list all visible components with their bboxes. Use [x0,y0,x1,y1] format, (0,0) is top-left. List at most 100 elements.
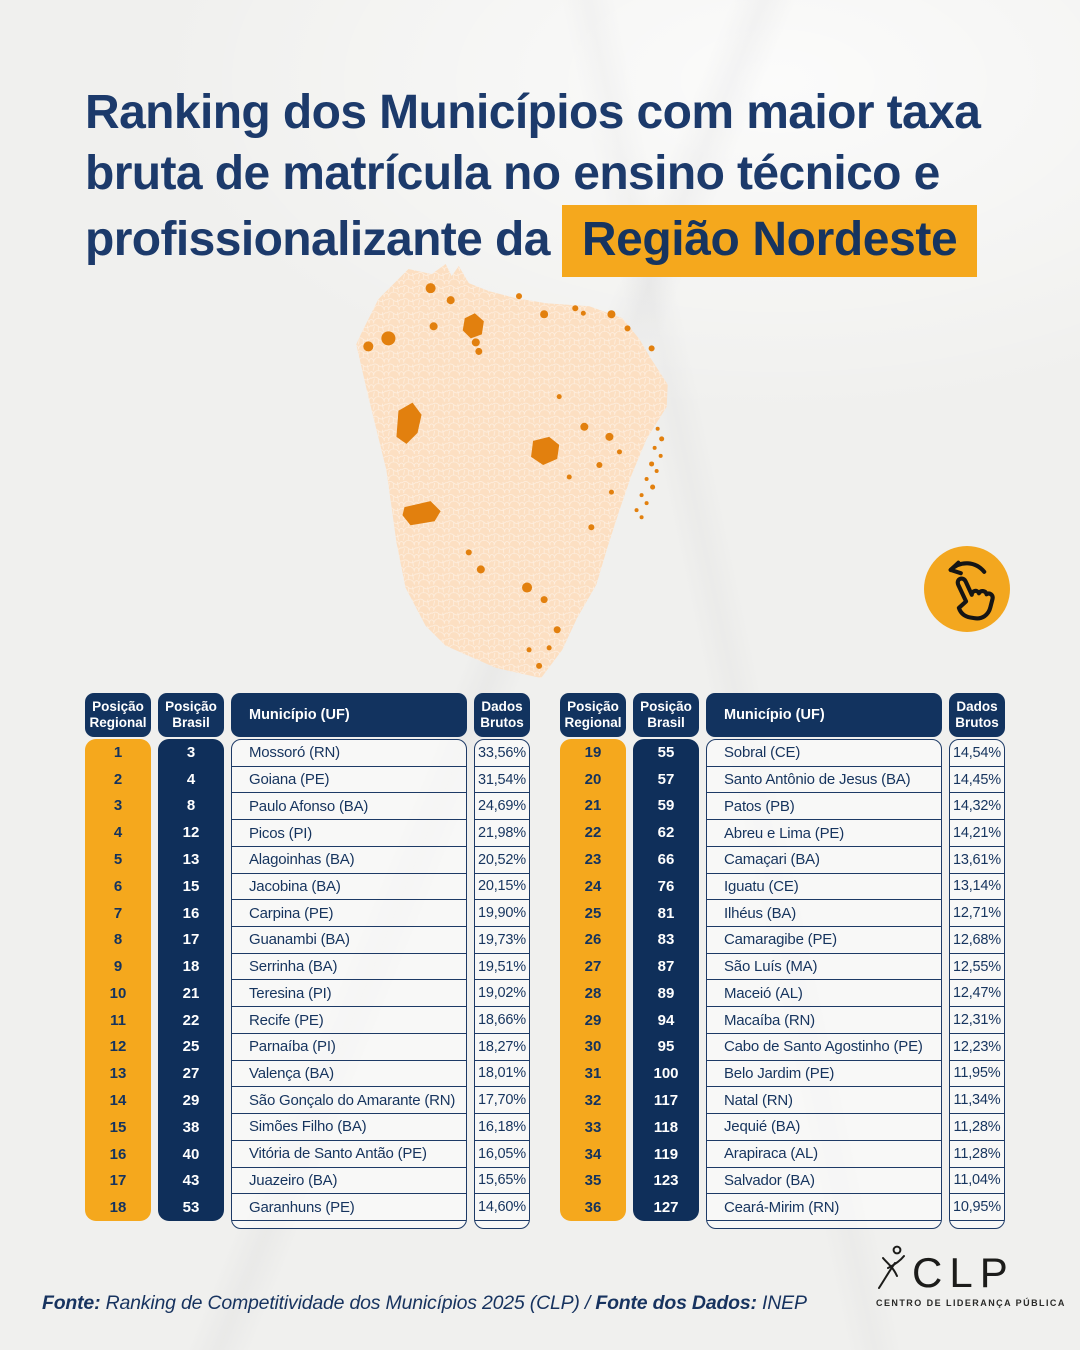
cell-pb: 40 [182,1145,200,1163]
cell-pr: 8 [113,931,123,949]
cell-mun: Cabo de Santo Agostinho (PE) [707,1034,941,1061]
cell-pb: 29 [182,1092,200,1110]
cell-pr: 13 [109,1065,127,1083]
cell-mun: Salvador (BA) [707,1168,941,1195]
cell-val: 18,27% [475,1034,529,1061]
cell-pr: 32 [584,1092,602,1110]
cell-pr: 24 [584,877,602,895]
cell-pr: 5 [113,851,123,869]
cell-val: 12,31% [950,1007,1004,1034]
cell-pr: 26 [584,931,602,949]
clp-figure-icon [878,1245,905,1289]
cell-val: 12,47% [950,980,1004,1008]
cell-mun: Santo Antônio de Jesus (BA) [707,767,941,794]
cell-mun: São Gonçalo do Amarante (RN) [232,1087,466,1115]
cell-pr: 16 [109,1145,127,1163]
cell-val: 11,34% [950,1087,1004,1115]
cell-pr: 2 [113,770,123,788]
cell-mun: Juazeiro (BA) [232,1168,466,1195]
ranking-table-left: Posição Regional 1 2 3 4 5 6 7 8 9 10 11 12 13 14 15 16… [85,693,530,1229]
cell-mun: Macaíba (RN) [707,1007,941,1034]
cell-mun: Belo Jardim (PE) [707,1061,941,1088]
cell-pr: 30 [584,1038,602,1056]
column-header-posicao-regional: Posição Regional [560,693,626,737]
cell-val: 14,32% [950,793,1004,821]
cell-mun: Camaragibe (PE) [707,927,941,954]
cell-pb: 3 [186,743,196,761]
cell-mun: Jequié (BA) [707,1114,941,1141]
posicao-regional-column: 19 20 21 22 23 24 25 26 27 28 29 30 31 32 33 34 35 36 [560,739,626,1221]
fonte-dados-value: INEP [762,1292,807,1314]
cell-val: 13,61% [950,847,1004,874]
cell-pr: 18 [109,1199,127,1217]
cell-val: 18,66% [475,1007,529,1034]
cell-pb: 38 [182,1118,200,1136]
cell-mun: Sobral (CE) [707,740,941,767]
cell-pb: 18 [182,958,200,976]
column-header-posicao-brasil: Posição Brasil [633,693,699,737]
cell-val: 19,51% [475,954,529,981]
cell-pr: 19 [584,743,602,761]
cell-mun: Paulo Afonso (BA) [232,793,466,821]
cell-pr: 21 [584,797,602,815]
cell-pb: 81 [657,904,675,922]
cell-mun: Picos (PI) [232,820,466,847]
cell-pb: 118 [653,1118,679,1136]
ranking-table-right: Posição Regional 19 20 21 22 23 24 25 26 27 28 29 3… [560,693,1005,1229]
cell-pr: 1 [113,743,123,761]
cell-mun: Carpina (PE) [232,900,466,928]
cell-mun: Vitória de Santo Antão (PE) [232,1141,466,1168]
cell-val: 33,56% [475,740,529,767]
municipio-column: Sobral (CE) Santo Antônio de Jesus (BA) Pa… [706,739,942,1229]
cell-val: 14,21% [950,820,1004,847]
cell-pb: 43 [182,1172,200,1190]
cell-mun: Valença (BA) [232,1061,466,1088]
cell-val: 12,55% [950,954,1004,981]
cell-pb: 66 [657,851,675,869]
cell-val: 11,04% [950,1168,1004,1195]
cell-val: 15,65% [475,1168,529,1195]
cell-pb: 117 [653,1092,679,1110]
fonte-label: Fonte: [42,1292,101,1314]
cell-pr: 33 [584,1118,602,1136]
cell-mun: Simões Filho (BA) [232,1114,466,1141]
cell-pb: 25 [182,1038,200,1056]
cell-mun: Alagoinhas (BA) [232,847,466,874]
cell-val: 14,54% [950,740,1004,767]
cell-pr: 34 [584,1145,602,1163]
cell-pb: 13 [182,851,200,869]
cell-pb: 55 [657,743,675,761]
swipe-hint [924,546,1010,632]
cell-val: 16,05% [475,1141,529,1168]
cell-pr: 7 [113,904,123,922]
cell-pb: 83 [657,931,675,949]
cell-pr: 3 [113,797,123,815]
cell-pb: 4 [186,770,196,788]
cell-pb: 94 [657,1011,675,1029]
fonte-dados-label: Fonte dos Dados: [595,1292,757,1314]
cell-mun: Teresina (PI) [232,980,466,1008]
clp-logo-text: CLP [912,1249,1015,1296]
cell-pr: 20 [584,770,602,788]
cell-pr: 35 [584,1172,602,1190]
cell-pr: 28 [584,984,602,1002]
cell-mun: São Luís (MA) [707,954,941,981]
cell-mun: Ceará-Mirim (RN) [707,1194,941,1221]
cell-val: 19,73% [475,927,529,954]
cell-mun: Serrinha (BA) [232,954,466,981]
column-header-municipio: Município (UF) [231,693,467,737]
column-header-municipio: Município (UF) [706,693,942,737]
cell-pb: 22 [182,1011,200,1029]
cell-pr: 14 [109,1092,127,1110]
source-footer: Fonte: Ranking de Competitividade dos Mu… [42,1292,807,1315]
cell-val: 24,69% [475,793,529,821]
cell-pr: 36 [584,1199,602,1217]
cell-pr: 11 [110,1011,126,1029]
cell-mun: Maceió (AL) [707,980,941,1008]
cell-val: 10,95% [950,1194,1004,1221]
cell-val: 11,28% [950,1141,1004,1168]
cell-pr: 27 [584,958,602,976]
cell-mun: Garanhuns (PE) [232,1194,466,1221]
cell-pb: 95 [657,1038,675,1056]
cell-pr: 31 [584,1065,602,1083]
